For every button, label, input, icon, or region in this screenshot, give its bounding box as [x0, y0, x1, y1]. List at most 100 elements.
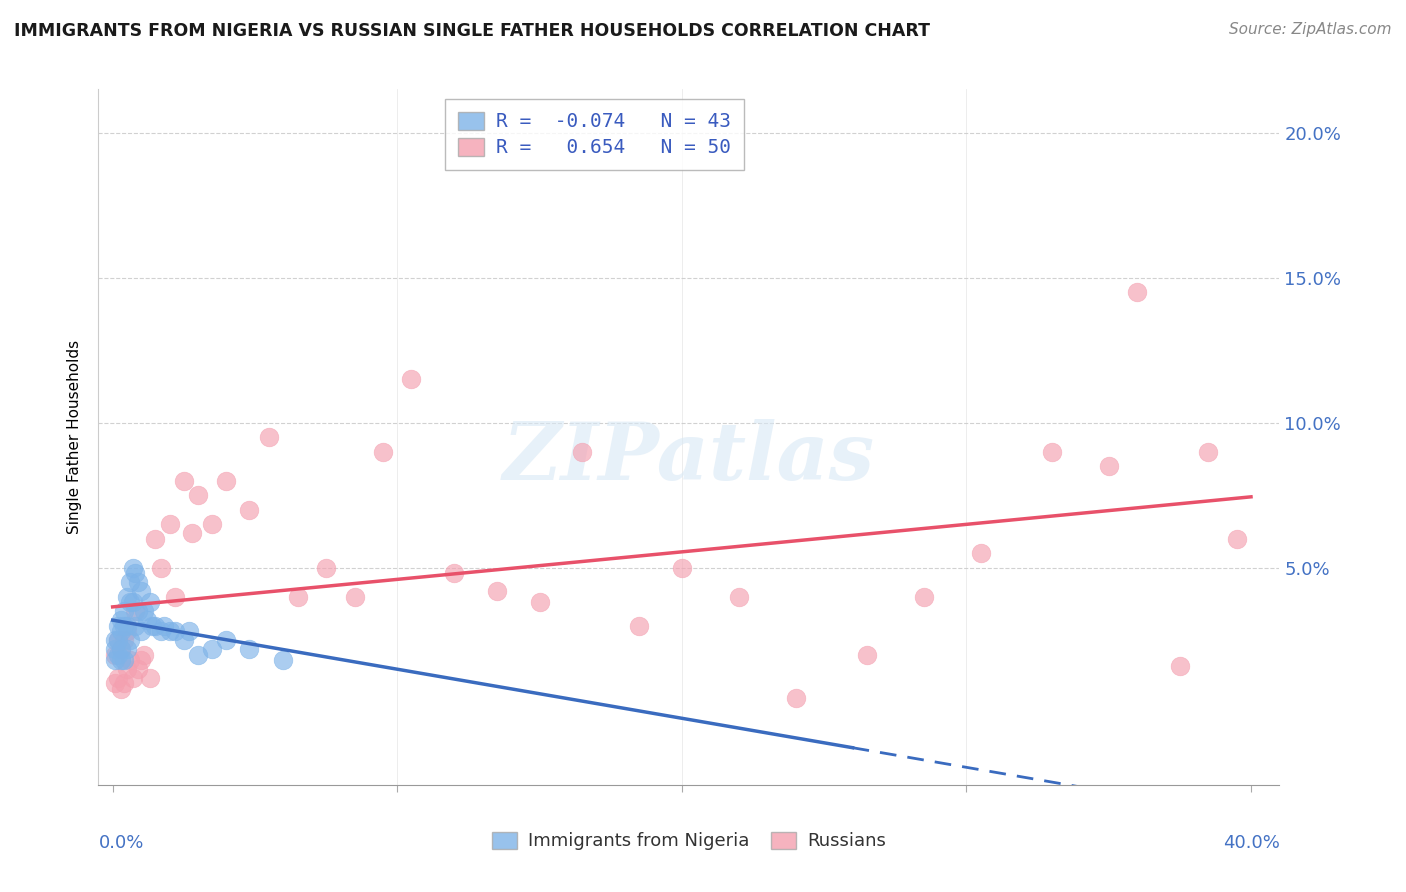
- Point: [1197, 444, 1219, 458]
- Point: [165, 590, 187, 604]
- Point: [118, 633, 141, 648]
- Point: [110, 641, 132, 656]
- Point: [121, 560, 143, 574]
- Point: [115, 624, 138, 639]
- Point: [238, 641, 260, 656]
- Point: [132, 604, 155, 618]
- Text: IMMIGRANTS FROM NIGERIA VS RUSSIAN SINGLE FATHER HOUSEHOLDS CORRELATION CHART: IMMIGRANTS FROM NIGERIA VS RUSSIAN SINGL…: [14, 22, 929, 40]
- Point: [110, 653, 132, 667]
- Point: [110, 624, 132, 639]
- Point: [571, 444, 593, 458]
- Point: [138, 671, 160, 685]
- Point: [856, 648, 879, 662]
- Point: [1040, 444, 1063, 458]
- Point: [104, 653, 127, 667]
- Point: [121, 671, 143, 685]
- Point: [110, 682, 132, 697]
- Point: [115, 590, 138, 604]
- Point: [124, 566, 146, 581]
- Point: [141, 618, 163, 632]
- Point: [107, 671, 129, 685]
- Point: [129, 583, 152, 598]
- Point: [127, 662, 149, 676]
- Point: [150, 560, 173, 574]
- Legend: Immigrants from Nigeria, Russians: Immigrants from Nigeria, Russians: [482, 822, 896, 859]
- Point: [115, 641, 138, 656]
- Point: [179, 624, 201, 639]
- Point: [257, 430, 280, 444]
- Y-axis label: Single Father Households: Single Father Households: [67, 340, 83, 534]
- Point: [529, 595, 551, 609]
- Point: [159, 516, 181, 531]
- Point: [1226, 532, 1249, 546]
- Point: [143, 618, 166, 632]
- Point: [443, 566, 465, 581]
- Point: [135, 613, 157, 627]
- Point: [181, 525, 204, 540]
- Point: [115, 618, 138, 632]
- Text: ZIPatlas: ZIPatlas: [503, 419, 875, 497]
- Point: [343, 590, 366, 604]
- Point: [785, 690, 807, 705]
- Point: [1126, 285, 1149, 300]
- Point: [173, 633, 195, 648]
- Point: [969, 546, 991, 560]
- Point: [485, 583, 508, 598]
- Point: [127, 574, 149, 589]
- Point: [129, 624, 152, 639]
- Point: [110, 613, 132, 627]
- Point: [104, 676, 127, 690]
- Point: [104, 648, 127, 662]
- Point: [153, 618, 176, 632]
- Point: [118, 653, 141, 667]
- Point: [115, 662, 138, 676]
- Point: [118, 595, 141, 609]
- Point: [201, 516, 224, 531]
- Point: [112, 604, 135, 618]
- Point: [287, 590, 309, 604]
- Point: [173, 474, 195, 488]
- Point: [371, 444, 394, 458]
- Point: [107, 633, 129, 648]
- Point: [912, 590, 935, 604]
- Point: [104, 633, 127, 648]
- Point: [1168, 659, 1191, 673]
- Point: [121, 595, 143, 609]
- Point: [201, 641, 224, 656]
- Point: [401, 372, 423, 386]
- Point: [129, 653, 152, 667]
- Point: [150, 624, 173, 639]
- Text: Source: ZipAtlas.com: Source: ZipAtlas.com: [1229, 22, 1392, 37]
- Point: [165, 624, 187, 639]
- Point: [107, 633, 129, 648]
- Point: [118, 574, 141, 589]
- Point: [727, 590, 749, 604]
- Point: [104, 641, 127, 656]
- Point: [138, 595, 160, 609]
- Point: [127, 604, 149, 618]
- Point: [187, 648, 209, 662]
- Point: [215, 633, 238, 648]
- Point: [273, 653, 295, 667]
- Point: [628, 618, 651, 632]
- Point: [159, 624, 181, 639]
- Point: [112, 676, 135, 690]
- Point: [187, 488, 209, 502]
- Point: [143, 532, 166, 546]
- Point: [112, 653, 135, 667]
- Point: [112, 633, 135, 648]
- Point: [215, 474, 238, 488]
- Point: [107, 618, 129, 632]
- Point: [315, 560, 337, 574]
- Point: [132, 648, 155, 662]
- Text: 0.0%: 0.0%: [98, 834, 143, 852]
- Point: [107, 648, 129, 662]
- Point: [110, 641, 132, 656]
- Point: [671, 560, 693, 574]
- Point: [124, 604, 146, 618]
- Point: [112, 618, 135, 632]
- Point: [124, 618, 146, 632]
- Text: 40.0%: 40.0%: [1223, 834, 1279, 852]
- Point: [1098, 458, 1121, 473]
- Point: [238, 502, 260, 516]
